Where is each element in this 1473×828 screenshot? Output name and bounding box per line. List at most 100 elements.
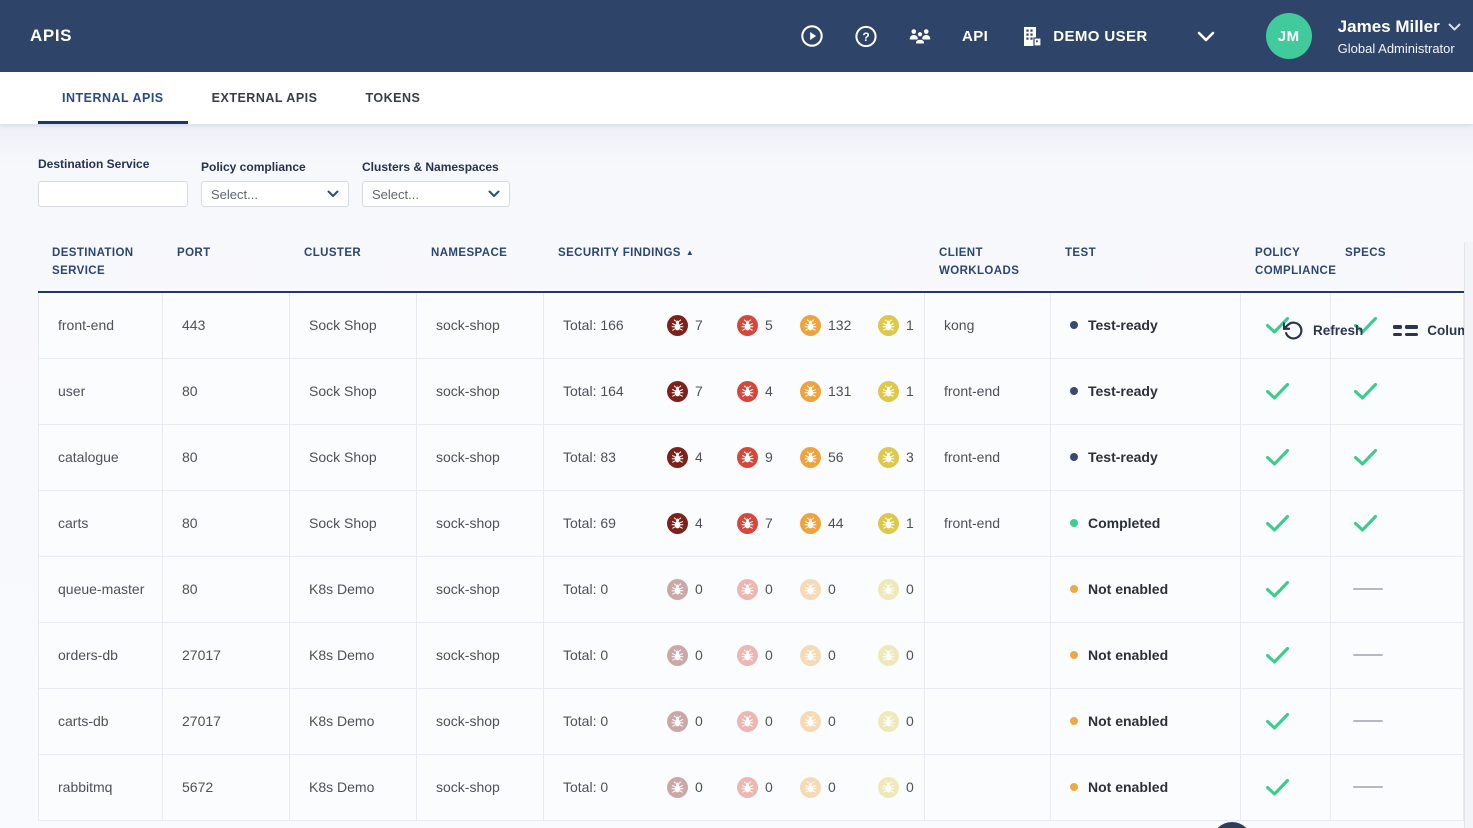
vertical-scrollbar[interactable] xyxy=(1464,242,1473,828)
table-row[interactable]: user 80 Sock Shop sock-shop Total: 164 7 xyxy=(38,358,1464,425)
cell-specs xyxy=(1331,754,1464,820)
findings-total: Total: 69 xyxy=(563,514,616,531)
demo-play-icon[interactable] xyxy=(800,24,824,48)
refresh-button[interactable]: Refresh xyxy=(1283,320,1363,341)
cell-policy-compliance xyxy=(1241,424,1331,490)
finding-critical: 4 xyxy=(667,446,737,468)
finding-critical-count: 0 xyxy=(695,646,703,663)
tab-external-apis[interactable]: EXTERNAL APIS xyxy=(211,91,318,105)
cell-test-status: Not enabled xyxy=(1051,556,1241,622)
bug-high-icon xyxy=(737,380,758,402)
chat-fab[interactable] xyxy=(1212,822,1252,828)
cell-security-findings: Total: 0 0 xyxy=(544,688,925,754)
finding-high: 0 xyxy=(737,776,800,798)
check-icon xyxy=(1265,514,1290,533)
columns-label: Columns xyxy=(1427,323,1473,338)
finding-high-count: 9 xyxy=(765,448,773,465)
finding-critical-count: 7 xyxy=(695,316,703,333)
check-icon xyxy=(1353,316,1378,335)
table-row[interactable]: front-end 443 Sock Shop sock-shop Total:… xyxy=(38,292,1464,359)
table-row[interactable]: carts-db 27017 K8s Demo sock-shop Total:… xyxy=(38,688,1464,755)
destination-service-input[interactable] xyxy=(38,181,188,207)
cell-policy-compliance xyxy=(1241,490,1331,556)
cell-policy-compliance xyxy=(1241,292,1331,358)
organization-switcher[interactable]: DEMO USER xyxy=(1020,24,1147,48)
finding-critical-count: 0 xyxy=(695,580,703,597)
finding-high-count: 7 xyxy=(765,514,773,531)
cell-test-status: Not enabled xyxy=(1051,688,1241,754)
topbar: APIS ? API xyxy=(0,0,1473,72)
cell-cluster: K8s Demo xyxy=(290,556,417,622)
finding-high: 0 xyxy=(737,710,800,732)
bug-critical-icon xyxy=(667,512,688,534)
finding-critical-count: 0 xyxy=(695,778,703,795)
bug-low-icon xyxy=(878,314,899,336)
tenant-chevron-down-icon[interactable] xyxy=(1194,24,1218,48)
table-row[interactable]: orders-db 27017 K8s Demo sock-shop Total… xyxy=(38,622,1464,689)
table-body: front-end 443 Sock Shop sock-shop Total:… xyxy=(38,292,1464,821)
cell-cluster: K8s Demo xyxy=(290,754,417,820)
status-label: Not enabled xyxy=(1088,580,1169,597)
svg-text:?: ? xyxy=(862,29,869,43)
columns-button[interactable]: Columns xyxy=(1393,323,1473,338)
cell-destination-service: orders-db xyxy=(38,622,163,688)
cell-namespace: sock-shop xyxy=(417,556,544,622)
findings-total: Total: 166 xyxy=(563,316,624,333)
sort-asc-icon: ▲ xyxy=(685,248,695,257)
clusters-namespaces-select[interactable]: Select... xyxy=(362,181,510,207)
bug-low-icon xyxy=(878,446,899,468)
column-header-client-workloads[interactable]: Client Workloads xyxy=(939,247,1020,277)
tab-tokens[interactable]: TOKENS xyxy=(365,91,421,105)
help-icon[interactable]: ? xyxy=(854,24,878,48)
finding-critical: 7 xyxy=(667,314,737,336)
bug-critical-icon xyxy=(667,578,688,600)
clusters-namespaces-select-value: Select... xyxy=(372,186,419,202)
cell-policy-compliance xyxy=(1241,622,1331,688)
cell-test-status: Not enabled xyxy=(1051,622,1241,688)
table-row[interactable]: queue-master 80 K8s Demo sock-shop Total… xyxy=(38,556,1464,623)
bug-medium-icon xyxy=(800,512,821,534)
content: Destination Service Policy compliance Se… xyxy=(0,124,1473,828)
column-header-namespace[interactable]: Namespace xyxy=(431,247,508,259)
status-label: Not enabled xyxy=(1088,646,1169,663)
policy-compliance-select[interactable]: Select... xyxy=(201,181,349,207)
columns-icon xyxy=(1393,325,1419,336)
finding-high: 5 xyxy=(737,314,800,336)
column-header-policy-compliance[interactable]: Policy Compliance xyxy=(1255,247,1337,277)
finding-medium-count: 0 xyxy=(828,646,836,663)
column-header-cluster[interactable]: Cluster xyxy=(304,247,362,259)
column-header-destination-service[interactable]: Destination Service xyxy=(52,247,134,277)
column-header-security-findings[interactable]: Security Findings ▲ xyxy=(558,247,695,259)
column-header-test[interactable]: Test xyxy=(1065,247,1096,259)
cell-test-status: Completed xyxy=(1051,490,1241,556)
table-row[interactable]: carts 80 Sock Shop sock-shop Total: 69 4 xyxy=(38,490,1464,557)
cell-destination-service: queue-master xyxy=(38,556,163,622)
cell-test-status: Test-ready xyxy=(1051,424,1241,490)
cell-port: 443 xyxy=(163,292,290,358)
finding-critical: 0 xyxy=(667,644,737,666)
finding-medium-count: 0 xyxy=(828,712,836,729)
tab-internal-apis[interactable]: INTERNAL APIS xyxy=(38,72,188,124)
finding-high: 0 xyxy=(737,644,800,666)
table-row[interactable]: catalogue 80 Sock Shop sock-shop Total: … xyxy=(38,424,1464,491)
finding-high: 4 xyxy=(737,380,800,402)
finding-low-count: 0 xyxy=(906,778,914,795)
organization-icon xyxy=(1020,24,1044,48)
api-nav-label[interactable]: API xyxy=(962,27,989,45)
finding-medium: 56 xyxy=(800,446,878,468)
table-row[interactable]: rabbitmq 5672 K8s Demo sock-shop Total: … xyxy=(38,754,1464,821)
check-icon xyxy=(1353,382,1378,401)
avatar[interactable]: JM xyxy=(1265,13,1312,59)
table-toolbar: Refresh Columns xyxy=(1283,320,1473,341)
check-icon xyxy=(1353,514,1378,533)
cell-cluster: Sock Shop xyxy=(290,424,417,490)
cell-cluster: Sock Shop xyxy=(290,292,417,358)
cell-specs xyxy=(1331,292,1464,358)
column-header-port[interactable]: Port xyxy=(177,247,211,259)
users-icon[interactable] xyxy=(908,24,932,48)
bug-low-icon xyxy=(878,578,899,600)
column-header-specs[interactable]: Specs xyxy=(1345,247,1386,259)
user-menu[interactable]: James Miller Global Administrator xyxy=(1338,17,1461,56)
bug-high-icon xyxy=(737,446,758,468)
